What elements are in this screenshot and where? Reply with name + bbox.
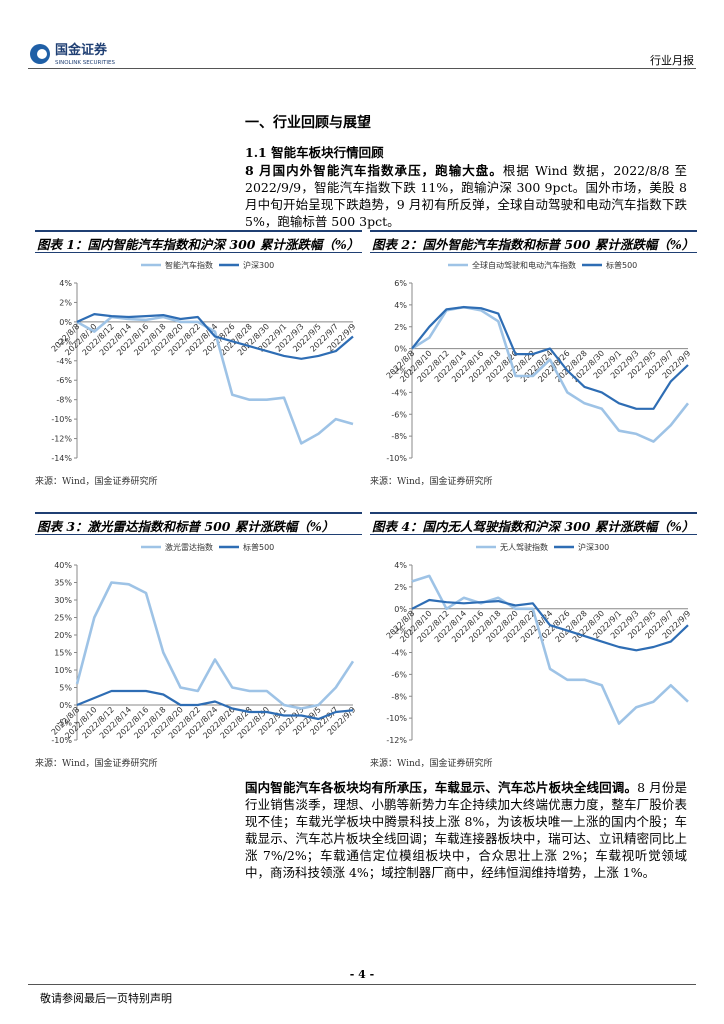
legend-label: 沪深300 xyxy=(243,260,274,270)
y-tick-label: -6% xyxy=(56,376,72,385)
chart: 4%2%0%-2%-4%-6%-8%-10%-12%2022/8/82022/8… xyxy=(385,542,693,745)
y-tick-label: 30% xyxy=(54,596,72,605)
y-tick-label: 0% xyxy=(394,605,407,614)
paragraph: 8 月国内外智能汽车指数承压，跑输大盘。根据 Wind 数据，2022/8/8 … xyxy=(245,162,687,230)
chart-box: 图表 4：国内无人驾驶指数和沪深 300 累计涨跌幅（%） 4% 2% 0% -2% -4… xyxy=(370,512,697,769)
chart-source: 来源：Wind，国金证券研究所 xyxy=(35,477,158,487)
y-tick-label: 6% xyxy=(394,279,407,288)
y-tick-label: 4% xyxy=(59,279,72,288)
y-tick-label: -14% xyxy=(51,454,72,463)
legend-label: 智能汽车指数 xyxy=(165,260,213,270)
header-rule xyxy=(28,68,696,69)
series-line xyxy=(411,598,689,652)
y-tick-label: -10% xyxy=(51,736,72,745)
legend-label: 标普500 xyxy=(606,260,637,270)
y-tick-label: -10% xyxy=(386,714,407,723)
chart-title: 图表 1：国内智能汽车指数和沪深 300 累计涨跌幅（%） xyxy=(35,230,362,253)
y-tick-label: -12% xyxy=(51,435,72,444)
logo-graphic: 国金证券 SINOLINK SECURITIES xyxy=(30,42,115,66)
chart-title: 图表 2：国外智能汽车指数和标普 500 累计涨跌幅（%） xyxy=(370,230,697,253)
y-tick-label: -12% xyxy=(386,736,407,745)
section-title: 一、行业回顾与展望 xyxy=(245,115,371,131)
y-tick-label: -2% xyxy=(56,337,72,346)
logo-en: SINOLINK SECURITIES xyxy=(55,60,115,66)
y-tick-label: -10% xyxy=(51,415,72,424)
y-tick-label: -8% xyxy=(391,692,407,701)
y-tick-label: -2% xyxy=(391,367,407,376)
legend-label: 标普500 xyxy=(243,542,274,552)
series-line xyxy=(76,315,354,445)
legend-label: 沪深300 xyxy=(578,542,609,552)
paragraph-lead: 国内智能汽车各板块均有所承压，车载显示、汽车芯片板块全线回调。 xyxy=(245,780,638,795)
page-number: - 4 - xyxy=(349,968,375,981)
y-tick-label: -10% xyxy=(386,454,407,463)
subsection-title: 1.1 智能车板块行情回顾 xyxy=(245,145,384,160)
series-line xyxy=(75,581,355,710)
y-tick-label: 2% xyxy=(394,583,407,592)
y-tick-label: -2% xyxy=(391,627,407,636)
paragraph: 国内智能汽车各板块均有所承压，车载显示、汽车芯片板块全线回调。8 月份是行业销售… xyxy=(245,779,687,881)
chart-source: 来源：Wind，国金证券研究所 xyxy=(370,477,493,487)
y-tick-label: 40% xyxy=(54,561,72,570)
y-tick-label: -4% xyxy=(391,388,407,397)
y-tick-label: 20% xyxy=(54,631,72,640)
y-tick-label: -4% xyxy=(56,357,72,366)
y-tick-label: -6% xyxy=(391,670,407,679)
chart: 6%4%2%0%-2%-4%-6%-8%-10%2022/8/82022/8/1… xyxy=(385,260,693,463)
paragraph-text: 8 月份是行业销售淡季，理想、小鹏等新势力车企持续加大终端优惠力度，整车厂股价表… xyxy=(245,780,687,880)
legend-label: 激光雷达指数 xyxy=(165,542,213,552)
series-line xyxy=(411,306,689,410)
y-tick-label: 35% xyxy=(54,579,72,588)
logo: 国金证券 SINOLINK SECURITIES xyxy=(28,40,138,72)
y-tick-label: 0% xyxy=(394,345,407,354)
series-line xyxy=(76,313,354,360)
y-tick-label: 5% xyxy=(59,684,72,693)
y-tick-label: 0% xyxy=(59,318,72,327)
chart-box: 图表 3：激光雷达指数和标普 500 累计涨跌幅（%） 40% 35% 30% 25% 2… xyxy=(35,512,362,769)
y-tick-label: 25% xyxy=(54,614,72,623)
logo-cn: 国金证券 xyxy=(55,42,108,58)
chart-source: 来源：Wind，国金证券研究所 xyxy=(35,759,158,769)
legend-label: 全球自动驾驶和电动汽车指数 xyxy=(472,260,576,270)
y-tick-label: 4% xyxy=(394,301,407,310)
y-tick-label: 0% xyxy=(59,701,72,710)
chart-source: 来源：Wind，国金证券研究所 xyxy=(370,759,493,769)
series-line xyxy=(411,574,689,725)
y-tick-label: -5% xyxy=(56,719,72,728)
footer-rule xyxy=(28,984,696,985)
y-tick-label: 15% xyxy=(54,649,72,658)
series-line xyxy=(76,689,354,721)
legend-label: 无人驾驶指数 xyxy=(500,542,548,552)
disclaimer: 敬请参阅最后一页特别声明 xyxy=(40,992,172,1005)
y-tick-label: 10% xyxy=(54,666,72,675)
chart-title: 图表 3：激光雷达指数和标普 500 累计涨跌幅（%） xyxy=(35,512,362,535)
y-tick-label: -6% xyxy=(391,410,407,419)
chart-box: 图表 2：国外智能汽车指数和标普 500 累计涨跌幅（%） 6% 4% 2% 0% -2%… xyxy=(370,230,697,487)
y-tick-label: -4% xyxy=(391,649,407,658)
logo-icon-inner xyxy=(37,49,47,59)
y-tick-label: -8% xyxy=(391,432,407,441)
y-tick-label: 2% xyxy=(59,298,72,307)
y-tick-label: 4% xyxy=(394,561,407,570)
chart-title: 图表 4：国内无人驾驶指数和沪深 300 累计涨跌幅（%） xyxy=(370,512,697,535)
y-tick-label: 2% xyxy=(394,323,407,332)
report-type: 行业月报 xyxy=(650,54,694,67)
chart: 4%2%0%-2%-4%-6%-8%-10%-12%-14%2022/8/820… xyxy=(50,260,358,463)
chart-box: 图表 1：国内智能汽车指数和沪深 300 累计涨跌幅（%） 4% 2% 0% -2% -4… xyxy=(35,230,362,487)
chart: 40%35%30%25%20%15%10%5%0%-5%-10%2022/8/8… xyxy=(50,542,358,745)
paragraph-lead: 8 月国内外智能汽车指数承压，跑输大盘。 xyxy=(245,163,503,178)
y-tick-label: -8% xyxy=(56,396,72,405)
paragraph-text: 根据 Wind 数据，2022/8/8 至 2022/9/9，智能汽车指数下跌 … xyxy=(245,163,687,229)
